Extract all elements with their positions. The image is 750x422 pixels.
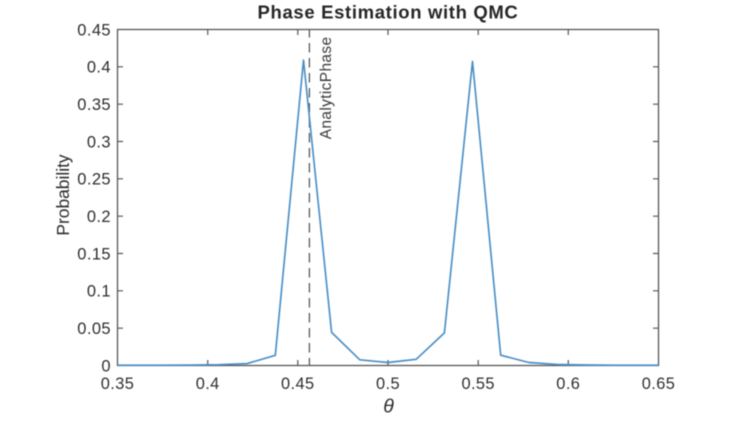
svg-text:0.4: 0.4 — [196, 375, 220, 393]
svg-text:0.35: 0.35 — [101, 375, 135, 393]
svg-text:0.5: 0.5 — [376, 375, 400, 393]
svg-text:θ: θ — [383, 396, 394, 418]
svg-text:0.4: 0.4 — [87, 59, 111, 77]
svg-text:0.25: 0.25 — [77, 171, 111, 189]
svg-text:0.6: 0.6 — [556, 375, 580, 393]
svg-text:0.55: 0.55 — [461, 375, 495, 393]
svg-text:Phase Estimation with QMC: Phase Estimation with QMC — [258, 2, 519, 23]
svg-text:0.45: 0.45 — [281, 375, 315, 393]
svg-text:0: 0 — [101, 357, 111, 375]
svg-text:0.45: 0.45 — [77, 21, 111, 39]
svg-text:0.3: 0.3 — [87, 133, 111, 151]
svg-text:0.1: 0.1 — [87, 283, 111, 301]
svg-text:AnalyticPhase: AnalyticPhase — [318, 37, 335, 140]
svg-text:0.15: 0.15 — [77, 245, 111, 263]
svg-text:0.35: 0.35 — [77, 96, 111, 114]
svg-text:0.05: 0.05 — [77, 320, 111, 338]
svg-text:0.2: 0.2 — [87, 208, 111, 226]
svg-text:0.65: 0.65 — [642, 375, 676, 393]
svg-text:Probability: Probability — [53, 154, 73, 236]
